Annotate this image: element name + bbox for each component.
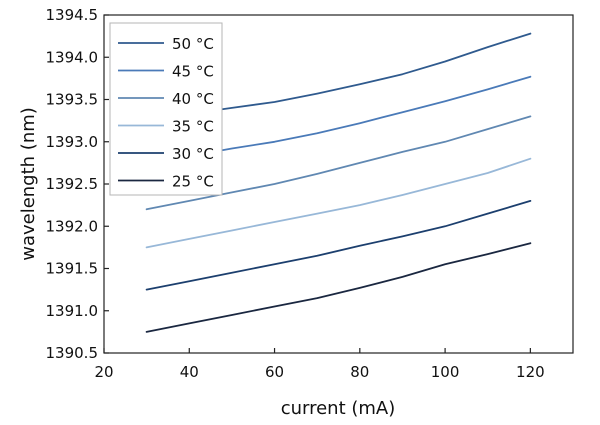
y-tick-label: 1391.5 (46, 260, 99, 278)
x-tick-label: 100 (431, 363, 460, 381)
series-line-2 (145, 115, 532, 211)
legend: 50 °C 45 °C 40 °C 35 °C 30 °C 25 °C (109, 22, 223, 196)
legend-box (109, 22, 223, 196)
y-tick-label: 1390.5 (46, 344, 99, 362)
x-tick-label: 40 (180, 363, 199, 381)
x-tick-label: 60 (265, 363, 284, 381)
axis-ticks: 20 40 60 80 100 120 1390.5 1391.0 1391.5 1392.0 13… (46, 6, 545, 381)
legend-label-0: 50 °C (172, 35, 214, 53)
y-tick-label: 1394.5 (46, 6, 99, 24)
x-tick-label: 120 (516, 363, 545, 381)
x-tick-label: 20 (94, 363, 113, 381)
series-line-3 (145, 157, 532, 249)
legend-label-5: 25 °C (172, 173, 214, 191)
x-tick-label: 80 (350, 363, 369, 381)
legend-label-3: 35 °C (172, 118, 214, 136)
legend-label-2: 40 °C (172, 90, 214, 108)
y-tick-label: 1392.0 (46, 217, 99, 235)
y-tick-label: 1391.0 (46, 302, 99, 320)
y-tick-label: 1393.0 (46, 133, 99, 151)
legend-label-1: 45 °C (172, 63, 214, 81)
series-line-4 (145, 199, 532, 291)
legend-label-4: 30 °C (172, 145, 214, 163)
x-axis-title: current (mA) (281, 398, 396, 419)
y-axis-title: wavelength (nm) (18, 107, 39, 261)
y-tick-label: 1394.0 (46, 48, 99, 66)
series-line-5 (145, 242, 532, 333)
y-tick-label: 1393.5 (46, 91, 99, 109)
y-tick-label: 1392.5 (46, 175, 99, 193)
